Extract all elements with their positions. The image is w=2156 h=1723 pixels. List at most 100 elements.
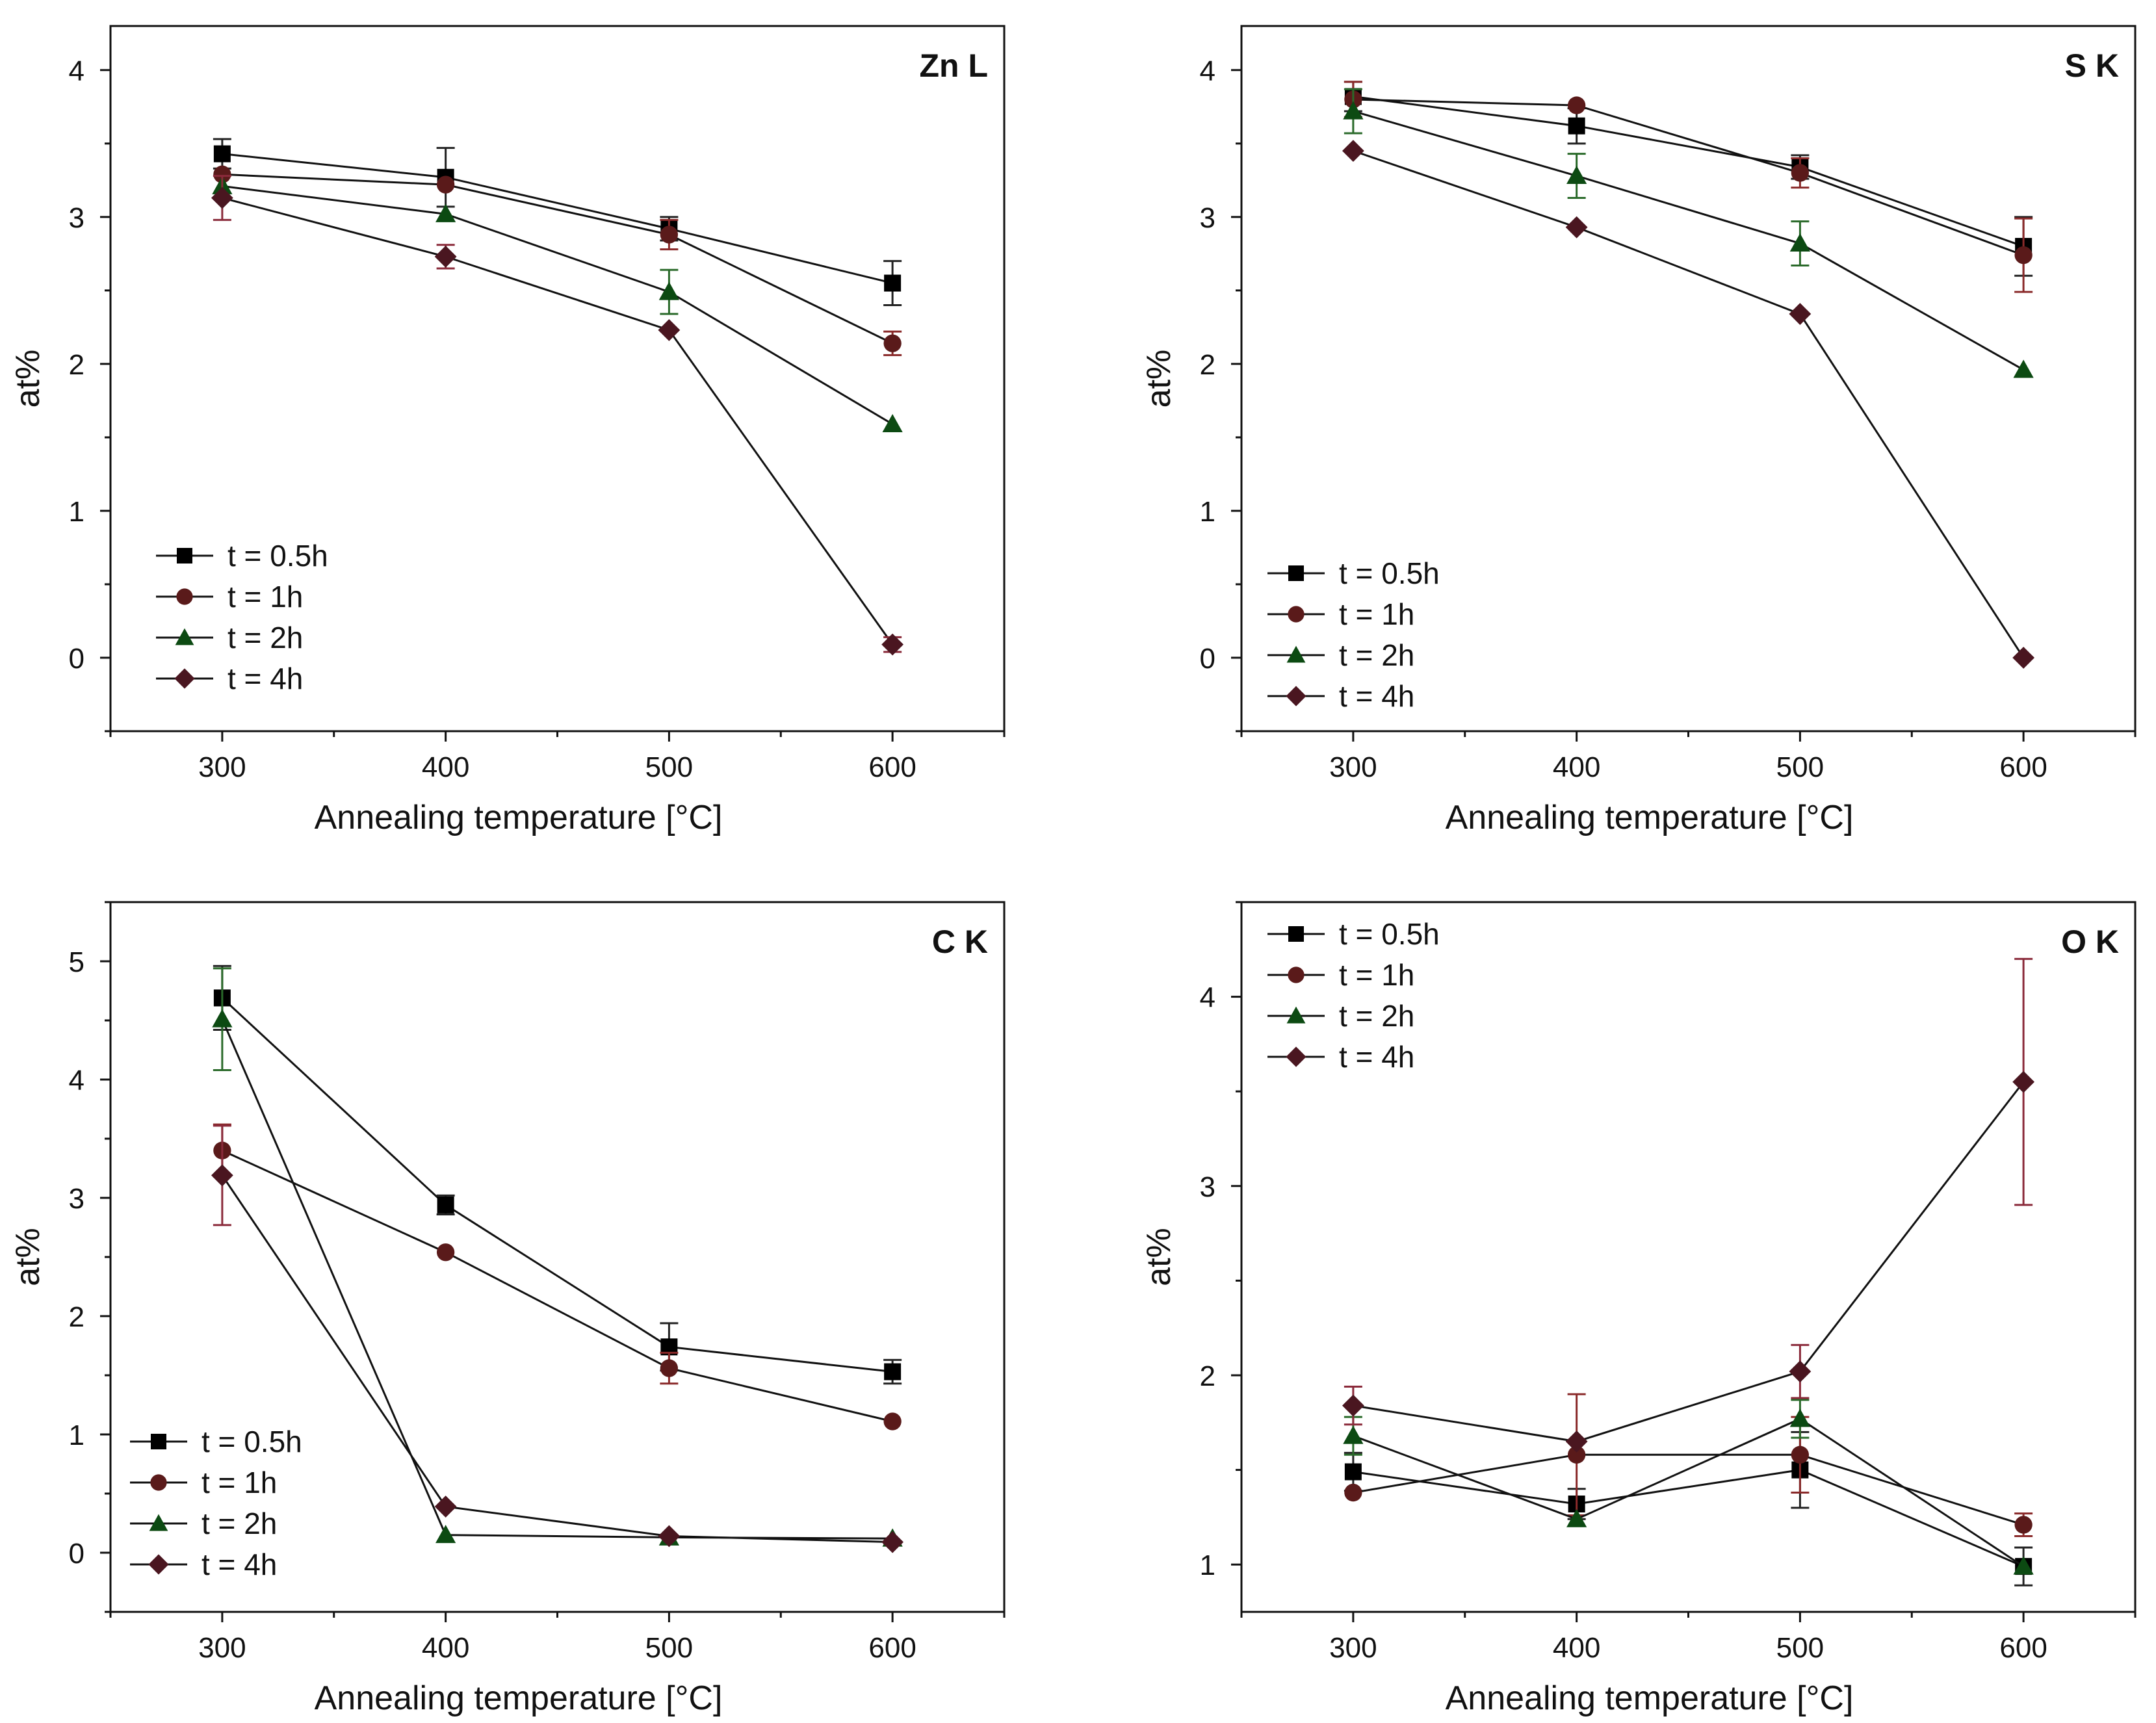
- x-tick-label: 600: [1999, 1632, 2047, 1664]
- data-point: [1789, 1408, 1810, 1427]
- x-axis-title: Annealing temperature [°C]: [1446, 799, 1854, 836]
- data-point: [1344, 1483, 1362, 1502]
- legend-marker: [148, 1554, 169, 1575]
- series-t-1h: [1344, 1393, 2033, 1538]
- legend-label: t = 1h: [1339, 597, 1414, 631]
- legend-label: t = 1h: [227, 580, 303, 614]
- series-line: [1353, 1469, 2024, 1568]
- data-point: [436, 175, 455, 194]
- y-tick-label: 2: [1200, 349, 1215, 381]
- legend-label: t = 0.5h: [1339, 917, 1440, 951]
- data-point: [435, 1525, 456, 1544]
- legend-marker: [150, 1474, 167, 1491]
- data-point: [658, 281, 679, 300]
- series-line: [221, 997, 893, 1373]
- y-tick-label: 1: [1200, 1549, 1215, 1581]
- y-axis-title: at%: [1140, 350, 1178, 408]
- series-t-1h: [1344, 81, 2033, 293]
- series-line: [222, 197, 894, 645]
- series-line: [1353, 149, 2025, 658]
- data-point: [1342, 1394, 1364, 1417]
- legend-label: t = 0.5h: [1339, 556, 1440, 590]
- data-point: [884, 274, 902, 292]
- legend-label: t = 1h: [201, 1466, 277, 1499]
- series-t-4h: [1342, 957, 2035, 1453]
- data-point: [437, 1196, 454, 1213]
- legend-marker: [1288, 966, 1305, 983]
- legend-label: t = 2h: [227, 621, 303, 654]
- series-line: [221, 1174, 893, 1544]
- data-point: [1791, 164, 1810, 182]
- data-point: [1791, 1445, 1810, 1464]
- legend-label: t = 0.5h: [201, 1425, 302, 1458]
- legend-marker: [176, 588, 193, 605]
- data-point: [883, 334, 902, 352]
- series-t-2h: [1343, 88, 2034, 378]
- legend-label: t = 2h: [1339, 999, 1414, 1033]
- x-axis-title: Annealing temperature [°C]: [1446, 1679, 1854, 1717]
- data-point: [1565, 1431, 1588, 1453]
- series-line: [1353, 1453, 2024, 1526]
- data-point: [213, 145, 231, 162]
- series-t-2h: [1343, 1399, 2034, 1575]
- legend: t = 0.5h t = 1h t = 2h t = 4h: [1267, 917, 1440, 1074]
- series-line: [222, 153, 893, 285]
- y-tick-label: 1: [69, 1419, 84, 1451]
- series-line: [1353, 110, 2024, 371]
- data-point: [660, 226, 679, 244]
- panel-zn-l: 300 400 500 600 0 1 2 3 4 Annealing temperature […: [9, 25, 1006, 836]
- y-tick-label: 0: [69, 643, 84, 675]
- y-tick-label: 3: [69, 1183, 84, 1215]
- legend-label: t = 1h: [1339, 958, 1414, 992]
- x-tick-label: 400: [422, 1632, 469, 1664]
- data-point: [1342, 140, 1364, 162]
- data-point: [1789, 1360, 1812, 1383]
- legend-marker: [177, 548, 192, 564]
- y-axis-title: at%: [1140, 1228, 1178, 1286]
- legend-label: t = 2h: [201, 1507, 277, 1540]
- series-t-0-5h: [1344, 81, 2033, 277]
- panel-label: Zn L: [919, 47, 988, 84]
- data-point: [434, 245, 457, 268]
- data-point: [883, 1412, 902, 1431]
- x-tick-label: 500: [645, 1632, 693, 1664]
- y-tick-label: 2: [69, 1301, 84, 1333]
- x-tick-label: 400: [422, 751, 469, 783]
- y-tick-label: 5: [69, 946, 84, 978]
- legend-marker: [1286, 645, 1306, 663]
- series-line: [222, 1149, 893, 1423]
- x-tick-label: 400: [1553, 751, 1600, 783]
- data-point: [884, 1363, 902, 1380]
- data-point: [1568, 117, 1585, 135]
- y-tick-label: 2: [1200, 1360, 1215, 1392]
- series-line: [222, 173, 893, 344]
- data-point: [1343, 101, 1364, 120]
- legend-label: t = 4h: [1339, 1040, 1414, 1074]
- data-point: [1567, 1445, 1586, 1464]
- data-point: [1565, 216, 1588, 239]
- y-tick-label: 3: [69, 202, 84, 234]
- x-axis-title: Annealing temperature [°C]: [315, 1679, 723, 1717]
- legend-marker: [174, 668, 195, 689]
- x-tick-label: 300: [198, 751, 246, 783]
- data-point: [2014, 1516, 2033, 1534]
- series-t-1h: [213, 1123, 902, 1431]
- data-point: [1344, 1463, 1362, 1481]
- series-t-1h: [213, 165, 902, 356]
- legend-marker: [1286, 1006, 1306, 1024]
- panel-c-k: 300 400 500 600 0 1 2 3 4 5 Annealing temperature …: [9, 901, 1006, 1717]
- series-line: [1353, 1081, 2025, 1443]
- data-point: [1566, 165, 1587, 185]
- series-line: [1353, 1418, 2024, 1568]
- legend-label: t = 4h: [227, 662, 303, 695]
- panel-o-k: 300 400 500 600 1 2 3 4 Annealing temperature [°…: [1140, 901, 2137, 1717]
- data-point: [1567, 96, 1586, 114]
- data-point: [660, 1359, 679, 1377]
- y-tick-label: 1: [69, 496, 84, 528]
- x-tick-label: 400: [1553, 1632, 1600, 1664]
- data-point: [212, 1009, 233, 1028]
- data-point: [1566, 1509, 1587, 1527]
- series-line: [222, 185, 893, 425]
- legend-marker: [149, 1514, 168, 1531]
